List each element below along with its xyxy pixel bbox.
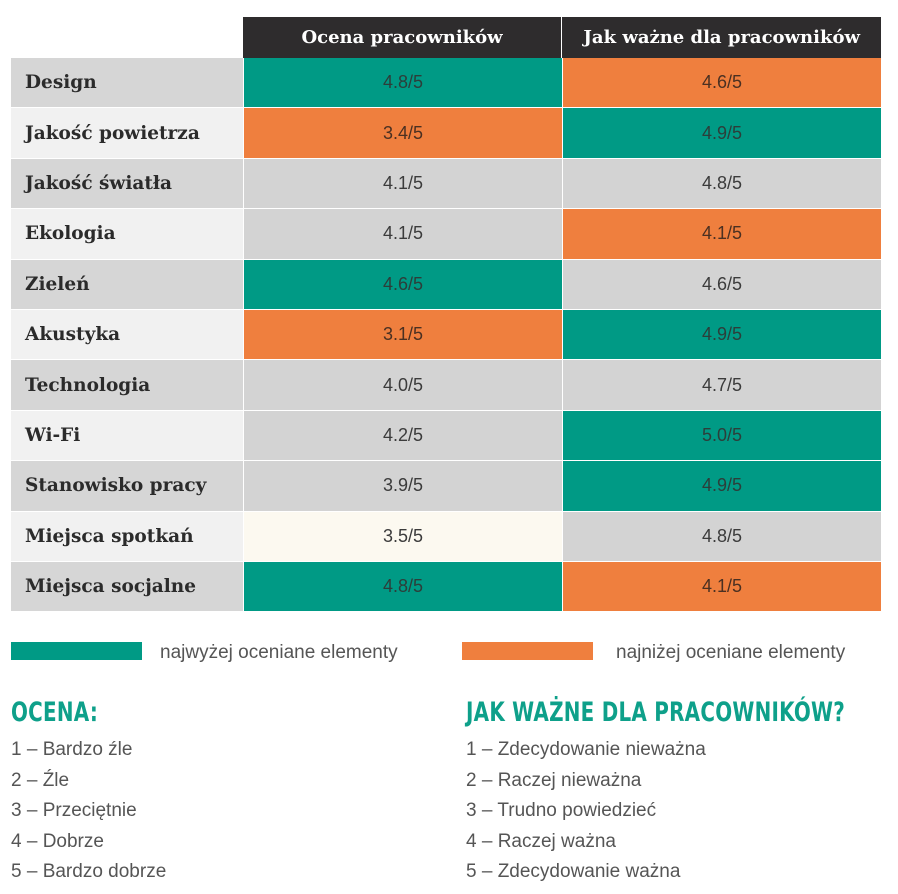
- scale-ocena-item: 2 – Źle: [11, 769, 70, 791]
- row-label: Miejsca socjalne: [11, 561, 243, 612]
- cell-ocena: 4.0/5: [244, 360, 562, 410]
- table-row: Miejsca spotkań 3.5/5 4.8/5: [11, 511, 881, 562]
- table-row: Ekologia 4.1/5 4.1/5: [11, 209, 881, 260]
- cell-ocena: 3.4/5: [244, 108, 562, 158]
- legend-label-low: najniżej oceniane elementy: [616, 642, 846, 663]
- row-label: Technologia: [11, 360, 243, 410]
- table-row: Design 4.8/5 4.6/5: [11, 58, 881, 109]
- table-row: Technologia 4.0/5 4.7/5: [11, 360, 881, 411]
- cell-ocena: 4.8/5: [244, 58, 562, 108]
- legend-label-high: najwyżej oceniane elementy: [160, 642, 398, 663]
- scale-ocena-item: 3 – Przeciętnie: [11, 800, 137, 821]
- cell-ocena: 4.1/5: [244, 209, 562, 259]
- scale-waznosc-item: 3 – Trudno powiedzieć: [466, 800, 657, 821]
- row-label: Akustyka: [11, 309, 243, 360]
- scale-ocena-item: 5 – Bardzo dobrze: [11, 861, 167, 882]
- cell-waznosc: 4.9/5: [563, 108, 881, 158]
- cell-waznosc: 4.8/5: [563, 158, 881, 209]
- legend-swatch-low: [462, 642, 593, 660]
- row-label: Stanowisko pracy: [11, 461, 243, 511]
- table-row: Akustyka 3.1/5 4.9/5: [11, 309, 881, 361]
- cell-ocena: 4.8/5: [244, 561, 562, 612]
- cell-ocena: 4.6/5: [244, 259, 562, 309]
- cell-waznosc: 4.9/5: [563, 461, 881, 511]
- row-label: Wi-Fi: [11, 410, 243, 461]
- scale-ocena-item: 4 – Dobrze: [11, 830, 104, 852]
- scale-ocena-item: 1 – Bardzo źle: [11, 739, 133, 760]
- cell-ocena: 4.2/5: [244, 410, 562, 461]
- scale-ocena: OCENA: 1 – Bardzo źle 2 – Źle 3 – Przeci…: [11, 697, 166, 888]
- column-header-ocena: Ocena pracowników: [242, 17, 562, 58]
- table-row: Miejsca socjalne 4.8/5 4.1/5: [11, 561, 881, 613]
- row-label: Jakość powietrza: [11, 108, 243, 158]
- table-body: Design 4.8/5 4.6/5 Jakość powietrza 3.4/5 4.9…: [11, 58, 881, 613]
- table-row: Jakość światła 4.1/5 4.8/5: [11, 158, 881, 210]
- scale-waznosc: JAK WAŻNE DLA PRACOWNIKÓW? 1 – Zdecydowa…: [466, 697, 898, 888]
- scale-waznosc-item: 5 – Zdecydowanie ważna: [466, 861, 681, 882]
- scale-waznosc-item: 1 – Zdecydowanie nieważna: [466, 739, 706, 760]
- legend: najwyżej oceniane elementy najniżej ocen…: [11, 642, 881, 666]
- cell-waznosc: 4.6/5: [563, 259, 881, 309]
- ratings-table: Ocena pracowników Jak ważne dla pracowni…: [11, 17, 882, 613]
- table-row: Jakość powietrza 3.4/5 4.9/5: [11, 108, 881, 159]
- cell-waznosc: 4.6/5: [563, 58, 881, 108]
- row-label: Jakość światła: [11, 158, 243, 209]
- cell-waznosc: 4.1/5: [563, 209, 881, 259]
- row-label: Design: [11, 58, 243, 108]
- row-label: Ekologia: [11, 209, 243, 259]
- row-label: Miejsca spotkań: [11, 511, 243, 561]
- table-row: Stanowisko pracy 3.9/5 4.9/5: [11, 461, 881, 512]
- cell-ocena: 3.1/5: [244, 309, 562, 360]
- column-header-waznosc: Jak ważne dla pracowników: [562, 17, 882, 58]
- cell-ocena: 3.9/5: [244, 461, 562, 511]
- table-row: Wi-Fi 4.2/5 5.0/5: [11, 410, 881, 462]
- cell-ocena: 3.5/5: [244, 511, 562, 561]
- cell-waznosc: 4.7/5: [563, 360, 881, 410]
- table-header: Ocena pracowników Jak ważne dla pracowni…: [11, 17, 882, 58]
- cell-waznosc: 4.8/5: [563, 511, 881, 561]
- legend-swatch-high: [11, 642, 142, 660]
- cell-waznosc: 4.9/5: [563, 309, 881, 360]
- scale-waznosc-item: 2 – Raczej nieważna: [466, 769, 642, 791]
- scale-waznosc-title: JAK WAŻNE DLA PRACOWNIKÓW?: [466, 697, 846, 728]
- cell-ocena: 4.1/5: [244, 158, 562, 209]
- header-blank-cell: [11, 17, 243, 58]
- scale-ocena-title: OCENA:: [11, 697, 99, 728]
- cell-waznosc: 5.0/5: [563, 410, 881, 461]
- row-label: Zieleń: [11, 259, 243, 309]
- scale-waznosc-item: 4 – Raczej ważna: [466, 830, 616, 852]
- cell-waznosc: 4.1/5: [563, 561, 881, 612]
- table-row: Zieleń 4.6/5 4.6/5: [11, 259, 881, 310]
